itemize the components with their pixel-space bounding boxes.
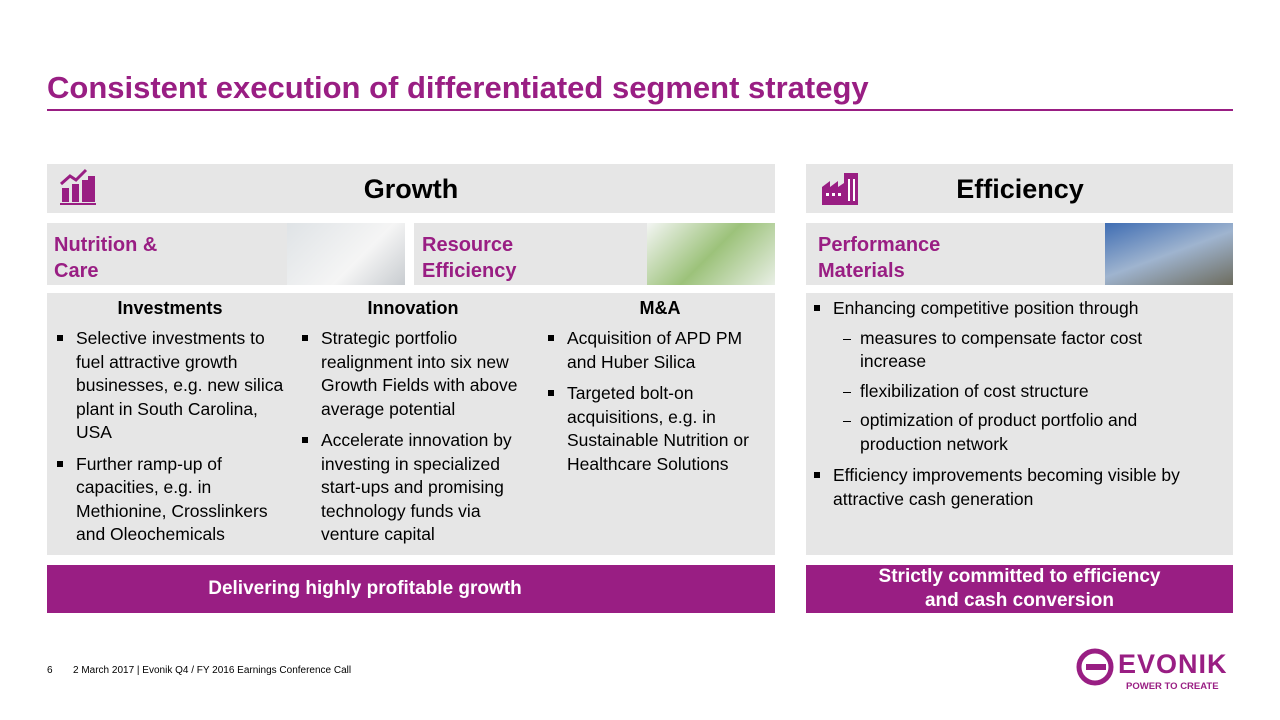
segment-box	[47, 223, 287, 285]
segment-box	[806, 223, 1105, 285]
growth-heading: Growth	[363, 174, 459, 204]
segment-image	[287, 223, 405, 285]
growth-icon	[60, 168, 96, 205]
title-rule	[47, 109, 1233, 111]
logo-mark	[1076, 648, 1114, 686]
segment-label: Nutrition & Care	[54, 234, 158, 282]
segment-label: Resource Efficiency	[422, 234, 517, 282]
efficiency-header	[806, 164, 1233, 213]
sub-bullet: measures to compensate factor cost incre…	[843, 327, 1165, 374]
segment-box	[414, 223, 647, 285]
logo-name: EVONIK	[1118, 649, 1228, 679]
efficiency-heading: Efficiency	[956, 174, 1084, 204]
growth-content	[47, 293, 775, 555]
efficiency-bullets: Enhancing competitive position through me…	[814, 297, 1213, 519]
conclusion-text: Strictly committed to efficiency and cas…	[878, 566, 1161, 611]
segment-image	[1105, 223, 1233, 285]
sub-bullet: flexibilization of cost structure	[843, 380, 1165, 404]
bullet-list: Acquisition of APD PM and Huber Silica Ta…	[548, 327, 767, 484]
bullet: Targeted bolt-on acquisitions, e.g. in S…	[548, 382, 767, 476]
column-heading: Investments	[117, 298, 223, 318]
footer-text: 2 March 2017 | Evonik Q4 / FY 2016 Earni…	[73, 665, 352, 676]
segment-image	[647, 223, 775, 285]
bullet: Selective investments to fuel attractive…	[57, 327, 286, 445]
bullet: Accelerate innovation by investing in sp…	[302, 429, 526, 547]
column-heading: M&A	[639, 298, 681, 318]
conclusion-text: Delivering highly profitable growth	[208, 578, 522, 599]
bullet: Efficiency improvements becoming visible…	[814, 464, 1203, 511]
efficiency-conclusion: Strictly committed to efficiency and cas…	[806, 565, 1233, 613]
sub-bullet: optimization of product portfolio and pr…	[843, 409, 1165, 456]
bullet: Acquisition of APD PM and Huber Silica	[548, 327, 767, 374]
logo-tagline: POWER TO CREATE	[1126, 681, 1219, 692]
segment-label: Performance Materials	[818, 234, 941, 282]
bullet-item: Enhancing competitive position through me…	[814, 297, 1213, 456]
growth-header	[47, 164, 775, 213]
bullet-item: Efficiency improvements becoming visible…	[814, 464, 1213, 511]
column-heading: Innovation	[367, 298, 459, 318]
growth-conclusion: Delivering highly profitable growth	[47, 565, 775, 613]
bullet: Further ramp-up of capacities, e.g. in M…	[57, 453, 286, 547]
bullet: Strategic portfolio realignment into six…	[302, 327, 526, 421]
bullet-list: Selective investments to fuel attractive…	[57, 327, 286, 555]
efficiency-content	[806, 293, 1233, 555]
efficiency-icon	[822, 173, 858, 205]
title: Consistent execution of differentiated s…	[47, 70, 869, 105]
bullet-list: Strategic portfolio realignment into six…	[302, 327, 526, 555]
bullet: Enhancing competitive position through	[814, 297, 1173, 321]
page-number: 6	[47, 665, 53, 676]
